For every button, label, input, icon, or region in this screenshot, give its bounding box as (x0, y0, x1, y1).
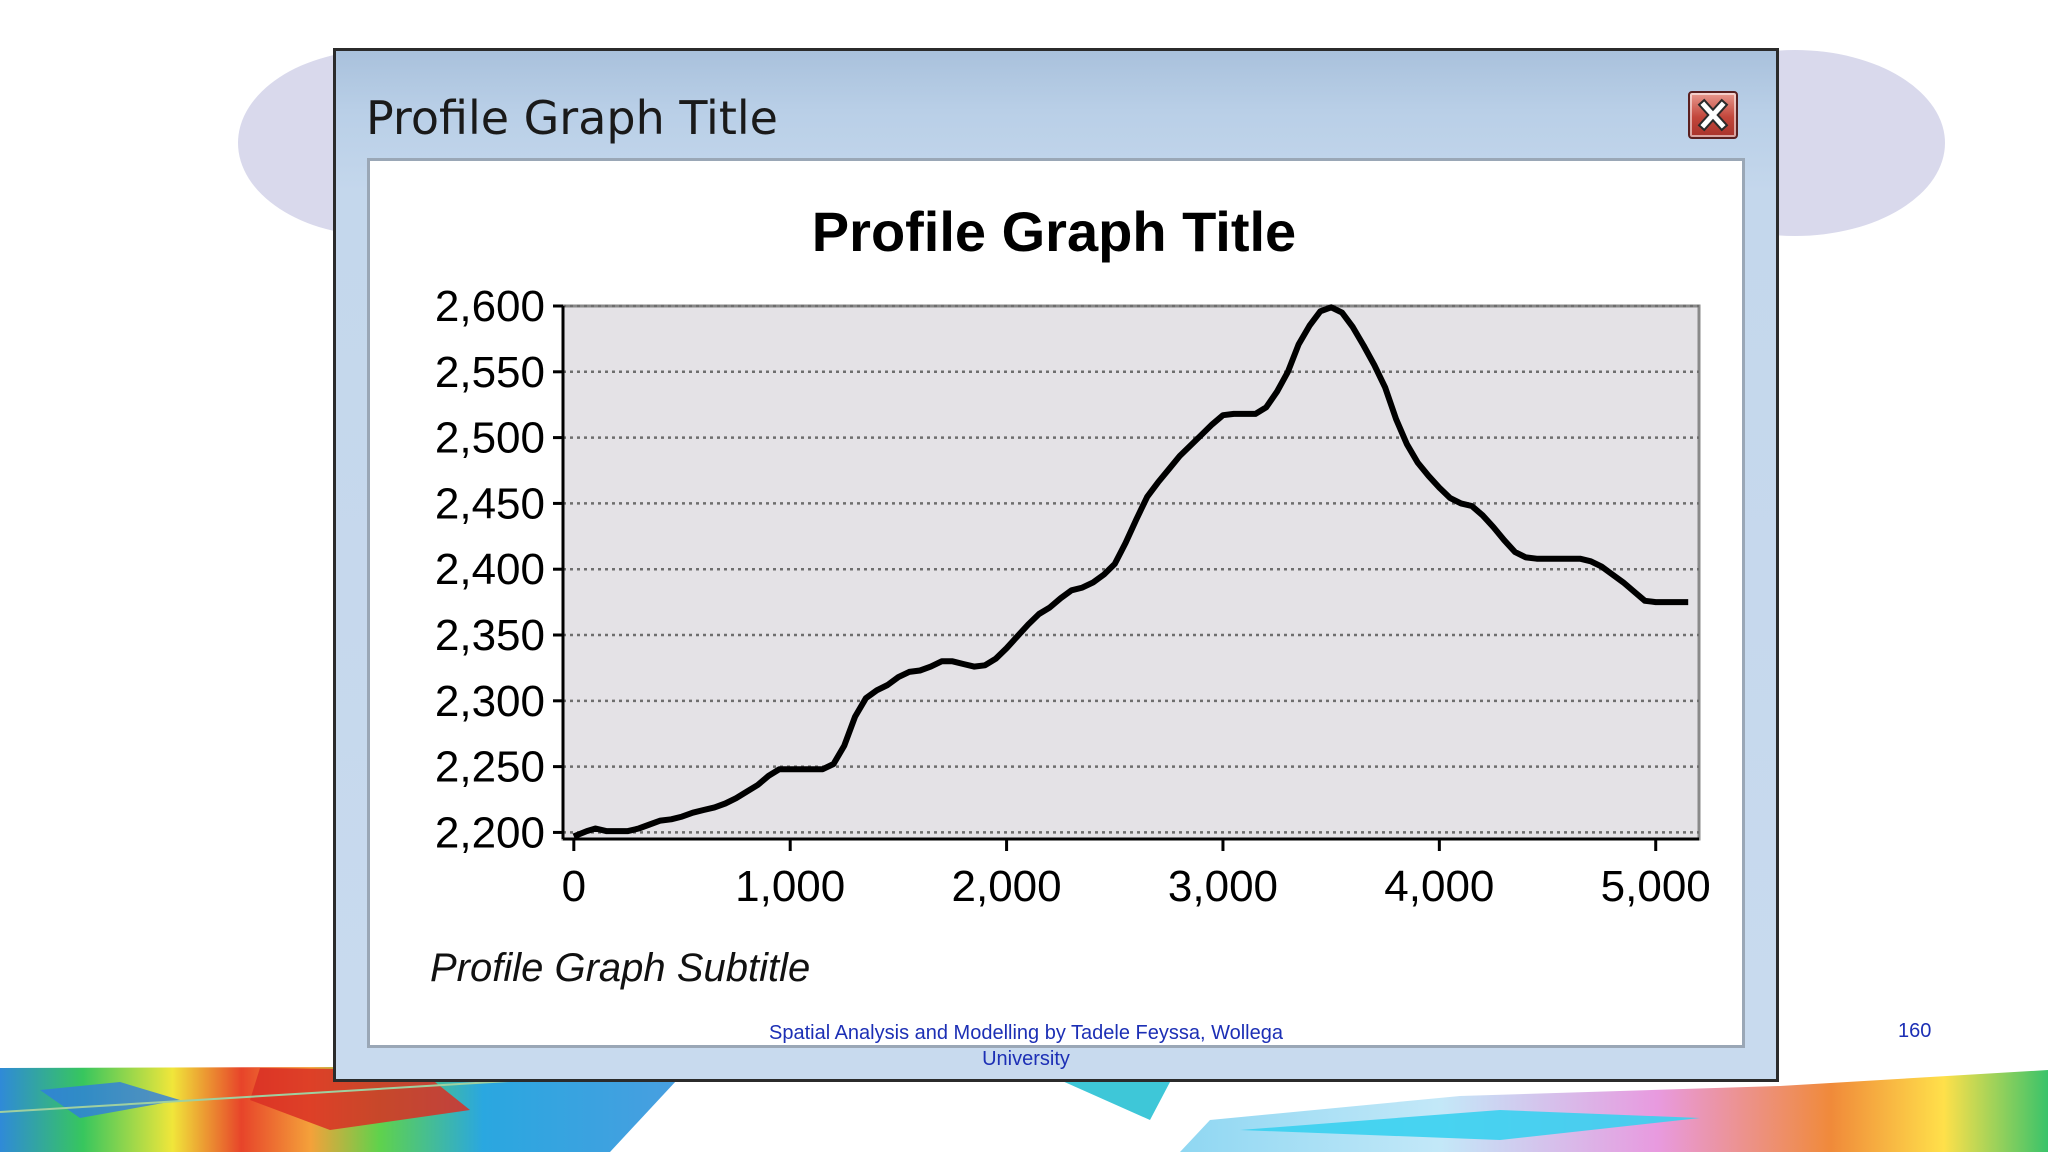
y-tick-label: 2,600 (435, 282, 545, 331)
x-axis-tick-labels: 0 1,000 2,000 3,000 4,000 5,000 (562, 862, 1711, 911)
profile-graph-chart: Profile Graph Title 2,200 2,250 2,300 2,350… (430, 200, 1711, 990)
grid-lines (563, 304, 1699, 834)
close-button[interactable] (1688, 91, 1738, 139)
slide-footer: Spatial Analysis and Modelling by Tadele… (716, 1020, 1336, 1072)
page-number: 160 (1898, 1020, 1932, 1042)
x-tick-label: 4,000 (1384, 862, 1494, 911)
plot-area (561, 304, 1701, 841)
y-tick-label: 2,350 (435, 611, 545, 660)
y-tick-label: 2,450 (435, 479, 545, 528)
x-tick-label: 5,000 (1601, 862, 1711, 911)
chart-title: Profile Graph Title (812, 200, 1296, 263)
y-tick-label: 2,500 (435, 414, 545, 463)
footer-line-1: Spatial Analysis and Modelling by Tadele… (768, 1022, 1283, 1044)
x-tick-label: 3,000 (1168, 862, 1278, 911)
x-tick-label: 0 (562, 862, 586, 911)
axes (553, 304, 1699, 851)
x-tick-label: 2,000 (952, 862, 1062, 911)
chart-subtitle: Profile Graph Subtitle (430, 946, 810, 990)
footer-line-2: University (982, 1048, 1070, 1070)
profile-graph-dialog[interactable]: Profile Graph Title Profile Graph Title … (333, 48, 1779, 1082)
y-tick-label: 2,250 (435, 743, 545, 792)
y-tick-label: 2,550 (435, 348, 545, 397)
y-tick-label: 2,400 (435, 545, 545, 594)
graph-panel: Profile Graph Title 2,200 2,250 2,300 2,350… (367, 158, 1745, 1048)
y-axis-tick-labels: 2,200 2,250 2,300 2,350 2,400 2,450 2,500 2,550… (435, 282, 545, 857)
y-tick-label: 2,200 (435, 808, 545, 857)
y-tick-label: 2,300 (435, 677, 545, 726)
profile-line-series (572, 304, 1689, 840)
close-x-icon (1697, 98, 1729, 132)
dialog-title: Profile Graph Title (366, 91, 778, 145)
x-tick-label: 1,000 (735, 862, 845, 911)
